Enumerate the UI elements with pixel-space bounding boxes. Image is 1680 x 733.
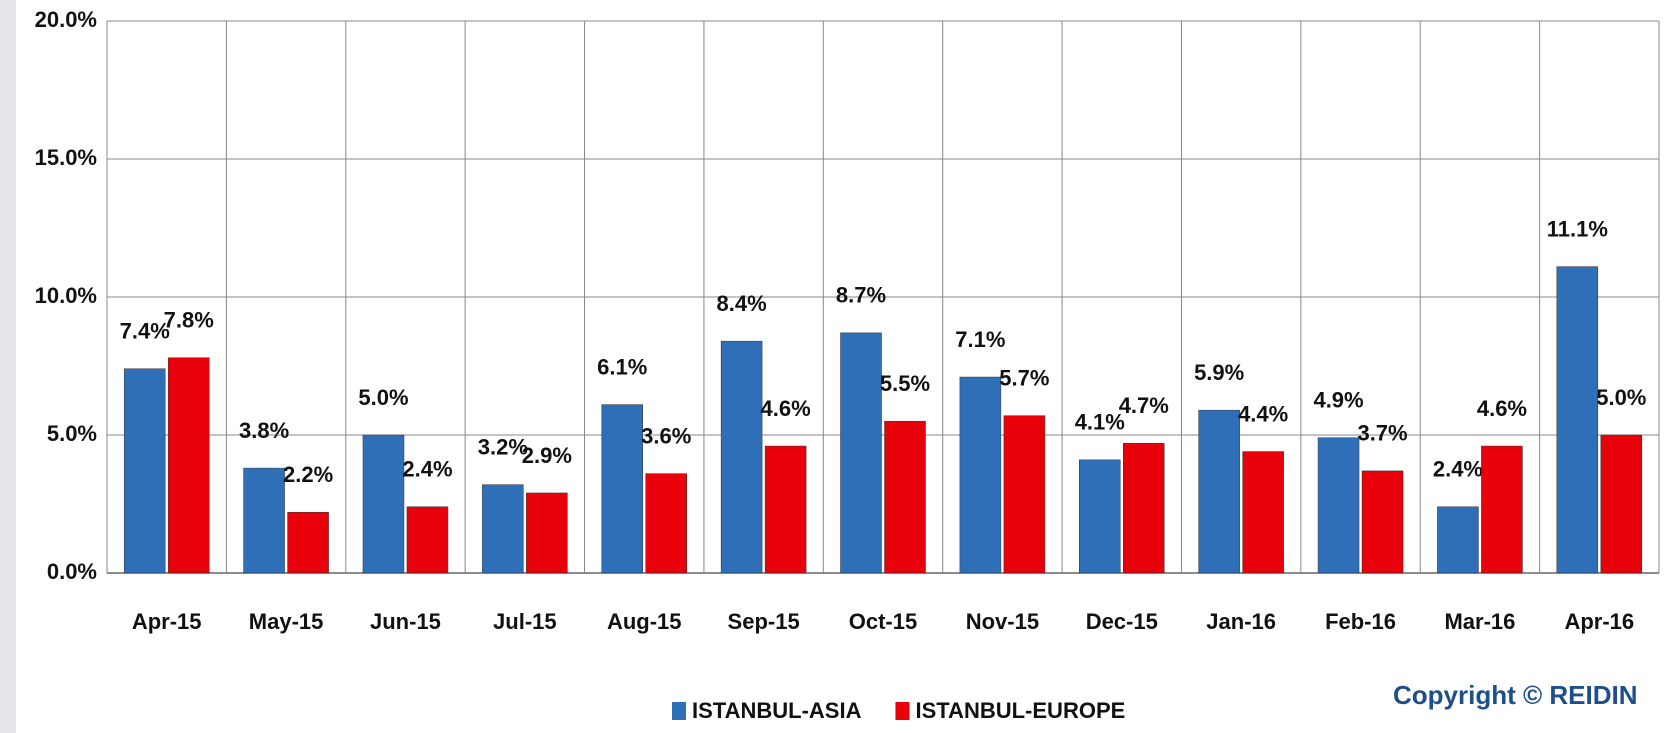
bar <box>406 506 449 574</box>
x-tick-label: Apr-16 <box>1564 609 1634 634</box>
data-label: 4.4% <box>1238 401 1288 426</box>
bar <box>1003 415 1046 574</box>
x-tick-label: Jan-16 <box>1206 609 1276 634</box>
bar <box>287 512 329 574</box>
data-label: 8.4% <box>717 291 767 316</box>
bar <box>1242 451 1284 574</box>
bar <box>645 473 687 574</box>
data-label: 7.4% <box>120 319 170 344</box>
bar <box>123 368 166 574</box>
bar <box>1556 266 1599 574</box>
data-label: 2.9% <box>522 443 572 468</box>
data-label: 7.8% <box>164 308 214 333</box>
x-tick-label: Nov-15 <box>966 609 1039 634</box>
x-tick-label: Dec-15 <box>1086 609 1158 634</box>
x-tick-label: Mar-16 <box>1444 609 1515 634</box>
legend-swatch <box>672 702 686 720</box>
bar <box>959 376 1002 574</box>
bar <box>1198 409 1240 574</box>
data-label: 4.1% <box>1075 410 1125 435</box>
data-label: 7.1% <box>955 327 1005 352</box>
bar <box>720 340 763 574</box>
data-label: 6.1% <box>597 354 647 379</box>
side-strip <box>0 0 16 733</box>
bar <box>1600 434 1643 574</box>
x-tick-label: Sep-15 <box>728 609 800 634</box>
x-tick-label: Apr-15 <box>132 609 202 634</box>
data-label: 8.7% <box>836 283 886 308</box>
x-tick-label: Oct-15 <box>849 609 917 634</box>
data-label: 2.2% <box>283 462 333 487</box>
y-tick-label: 15.0% <box>35 145 97 170</box>
data-label: 5.9% <box>1194 360 1244 385</box>
bar <box>1437 506 1479 574</box>
data-label: 5.0% <box>1596 385 1646 410</box>
x-tick-label: May-15 <box>249 609 324 634</box>
bar <box>840 332 882 574</box>
x-tick-label: Aug-15 <box>607 609 682 634</box>
copyright: Copyright © REIDIN <box>1393 680 1638 710</box>
data-label: 5.5% <box>880 371 930 396</box>
bar <box>526 492 568 574</box>
bar <box>884 420 926 574</box>
data-label: 5.0% <box>358 385 408 410</box>
x-tick-label: Feb-16 <box>1325 609 1396 634</box>
x-tick-label: Jul-15 <box>493 609 557 634</box>
x-tick-label: Jun-15 <box>370 609 441 634</box>
y-tick-label: 5.0% <box>47 421 97 446</box>
legend-label: ISTANBUL-EUROPE <box>915 698 1125 723</box>
bar <box>482 484 524 574</box>
bar <box>1079 459 1121 574</box>
y-tick-label: 0.0% <box>47 559 97 584</box>
data-label: 3.2% <box>478 434 528 459</box>
bar <box>362 434 405 574</box>
data-label: 4.6% <box>1477 396 1527 421</box>
bar <box>167 357 210 574</box>
data-label: 3.7% <box>1357 421 1407 446</box>
legend-label: ISTANBUL-ASIA <box>692 698 862 723</box>
data-label: 4.7% <box>1119 393 1169 418</box>
data-label: 4.6% <box>761 396 811 421</box>
bar <box>1481 445 1523 574</box>
data-label: 2.4% <box>1433 457 1483 482</box>
legend-swatch <box>895 702 910 720</box>
data-label: 3.8% <box>239 418 289 443</box>
data-label: 3.6% <box>641 423 691 448</box>
data-label: 4.9% <box>1313 388 1363 413</box>
data-label: 2.4% <box>402 457 452 482</box>
data-label: 5.7% <box>999 365 1049 390</box>
bar <box>1317 437 1360 574</box>
bar <box>1361 470 1404 574</box>
y-tick-label: 10.0% <box>35 283 97 308</box>
y-tick-label: 20.0% <box>35 7 97 32</box>
bar <box>243 467 285 574</box>
data-label: 11.1% <box>1547 216 1608 241</box>
bar <box>601 404 643 574</box>
bar <box>764 445 807 574</box>
bar <box>1123 443 1165 574</box>
